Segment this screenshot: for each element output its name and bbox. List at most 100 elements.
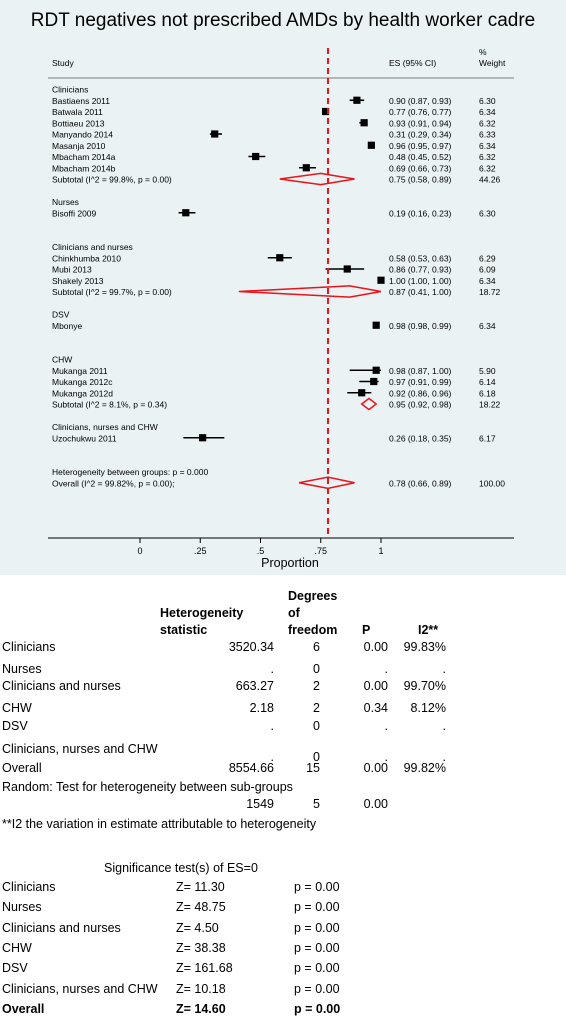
study-label: Bastiaens 2011 — [52, 96, 110, 106]
es-ci-value: 0.78 (0.66, 0.89) — [389, 478, 452, 488]
subtotal-label: Subtotal (I^2 = 99.7%, p = 0.00) — [52, 287, 172, 297]
sig-row-p: p = 0.00 — [294, 961, 340, 976]
pooled-diamond — [238, 285, 382, 298]
sig-row-label: Clinicians and nurses — [2, 920, 121, 935]
sig-row-p: p = 0.00 — [294, 920, 340, 935]
het-row-label: Clinicians and nurses — [2, 679, 121, 693]
study-label: Manyando 2014 — [52, 130, 113, 140]
het-row-df: 15 — [306, 761, 320, 775]
het-row-i2: . — [442, 662, 446, 676]
het-row-stat: 8554.66 — [228, 761, 274, 775]
weight-value: 6.09 — [479, 265, 496, 275]
sig-row-z: Z= 4.50 — [176, 920, 219, 935]
het-row-p: . — [384, 750, 388, 764]
het-row-stat: 3520.34 — [228, 640, 274, 654]
weight-value: 6.34 — [479, 321, 496, 331]
x-tick-label: .75 — [314, 546, 327, 556]
study-label: Mbonye — [52, 321, 83, 331]
study-label: Shakely 2013 — [52, 276, 104, 286]
het-footnote: **I2 the variation in estimate attributa… — [2, 817, 317, 831]
sig-row-p: p = 0.00 — [294, 900, 340, 915]
sig-row-z: Z= 10.18 — [176, 981, 226, 996]
study-label: Masanja 2010 — [52, 141, 106, 151]
study-label: Bottiaeu 2013 — [52, 118, 105, 128]
study-label: Mukanga 2012d — [52, 388, 113, 398]
effect-marker — [372, 321, 380, 329]
study-label: Bisoffi 2009 — [52, 208, 97, 218]
het-header-i2: I2** — [418, 623, 439, 637]
es-ci-value: 0.96 (0.95, 0.97) — [389, 141, 452, 151]
group-label: Heterogeneity between groups: p = 0.000 — [52, 467, 208, 477]
het-header-statistic: Heterogeneity statistic — [160, 606, 244, 637]
het-row-stat: 2.18 — [249, 701, 274, 715]
weight-value: 5.90 — [479, 366, 496, 376]
es-ci-value: 0.87 (0.41, 1.00) — [389, 287, 452, 297]
es-ci-value: 0.26 (0.18, 0.35) — [389, 433, 452, 443]
study-label: Mukanga 2012c — [52, 377, 113, 387]
study-label: Chinkhumba 2010 — [52, 253, 121, 263]
het-row-df: 2 — [313, 679, 320, 693]
weight-value: 6.34 — [479, 141, 496, 151]
het-row-p: 0.34 — [363, 701, 388, 715]
group-label: Clinicians and nurses — [52, 242, 133, 252]
group-label: CHW — [52, 355, 72, 365]
forest-plot: RDT negatives not prescribed AMDs by hea… — [31, 10, 535, 570]
effect-marker — [372, 366, 380, 374]
het-random-df: 5 — [313, 797, 320, 811]
het-row-label: Nurses — [2, 662, 42, 676]
het-row-label: Clinicians, nurses and CHW — [2, 742, 158, 756]
es-ci-value: 0.86 (0.77, 0.93) — [389, 265, 452, 275]
x-tick-label: 0 — [137, 546, 142, 556]
col-header-weight: Weight — [479, 58, 506, 68]
es-ci-value: 0.69 (0.66, 0.73) — [389, 163, 452, 173]
subtotal-label: Subtotal (I^2 = 8.1%, p = 0.34) — [52, 400, 167, 410]
weight-value: 6.30 — [479, 208, 496, 218]
group-label: Clinicians — [52, 85, 88, 95]
effect-marker — [358, 389, 366, 397]
effect-marker — [353, 96, 361, 104]
es-ci-value: 0.31 (0.29, 0.34) — [389, 130, 452, 140]
effect-marker — [276, 254, 284, 262]
es-ci-value: 0.97 (0.91, 0.99) — [389, 377, 452, 387]
sig-title: Significance test(s) of ES=0 — [104, 861, 258, 875]
sig-row-p: p = 0.00 — [294, 880, 340, 894]
het-row-i2: 99.82% — [403, 761, 446, 775]
het-row-i2: 8.12% — [410, 701, 446, 715]
effect-marker — [360, 119, 368, 127]
es-ci-value: 0.90 (0.87, 0.93) — [389, 96, 452, 106]
het-row-df: 6 — [313, 640, 320, 654]
weight-value: 18.72 — [479, 287, 501, 297]
effect-marker — [377, 276, 385, 284]
het-row-stat: . — [270, 662, 274, 676]
het-row-p: 0.00 — [363, 761, 388, 775]
het-row-label: Overall — [2, 761, 42, 775]
es-ci-value: 0.77 (0.76, 0.77) — [389, 107, 452, 117]
sig-row-label: Clinicians, nurses and CHW — [2, 981, 158, 996]
weight-value: 6.30 — [479, 96, 496, 106]
effect-marker — [367, 141, 375, 149]
pooled-diamond — [360, 397, 378, 411]
het-row-p: . — [384, 719, 388, 733]
study-label: Mubi 2013 — [52, 265, 92, 275]
weight-value: 18.22 — [479, 400, 501, 410]
col-header-es: ES (95% CI) — [389, 58, 436, 68]
weight-value: 6.32 — [479, 118, 496, 128]
effect-marker — [321, 107, 330, 116]
het-header-df: Degrees of freedom — [288, 589, 338, 637]
het-row-p: 0.00 — [363, 679, 388, 693]
weight-value: 44.26 — [479, 175, 501, 185]
het-header-p: P — [362, 623, 371, 637]
study-label: Batwala 2011 — [52, 107, 103, 117]
het-row-df: 0 — [313, 662, 320, 676]
effect-marker — [370, 377, 378, 386]
sig-row-label: DSV — [2, 961, 28, 976]
het-random-p: 0.00 — [363, 797, 388, 811]
subtotal-label: Overall (I^2 = 99.82%, p = 0.00); — [52, 478, 175, 488]
het-row-df: 0 — [313, 719, 320, 733]
sig-row-z: Z= 48.75 — [176, 900, 226, 915]
weight-value: 6.33 — [479, 130, 496, 140]
x-tick-label: 1 — [378, 546, 383, 556]
het-row-i2: . — [442, 750, 446, 764]
study-label: Mbacham 2014a — [52, 152, 116, 162]
